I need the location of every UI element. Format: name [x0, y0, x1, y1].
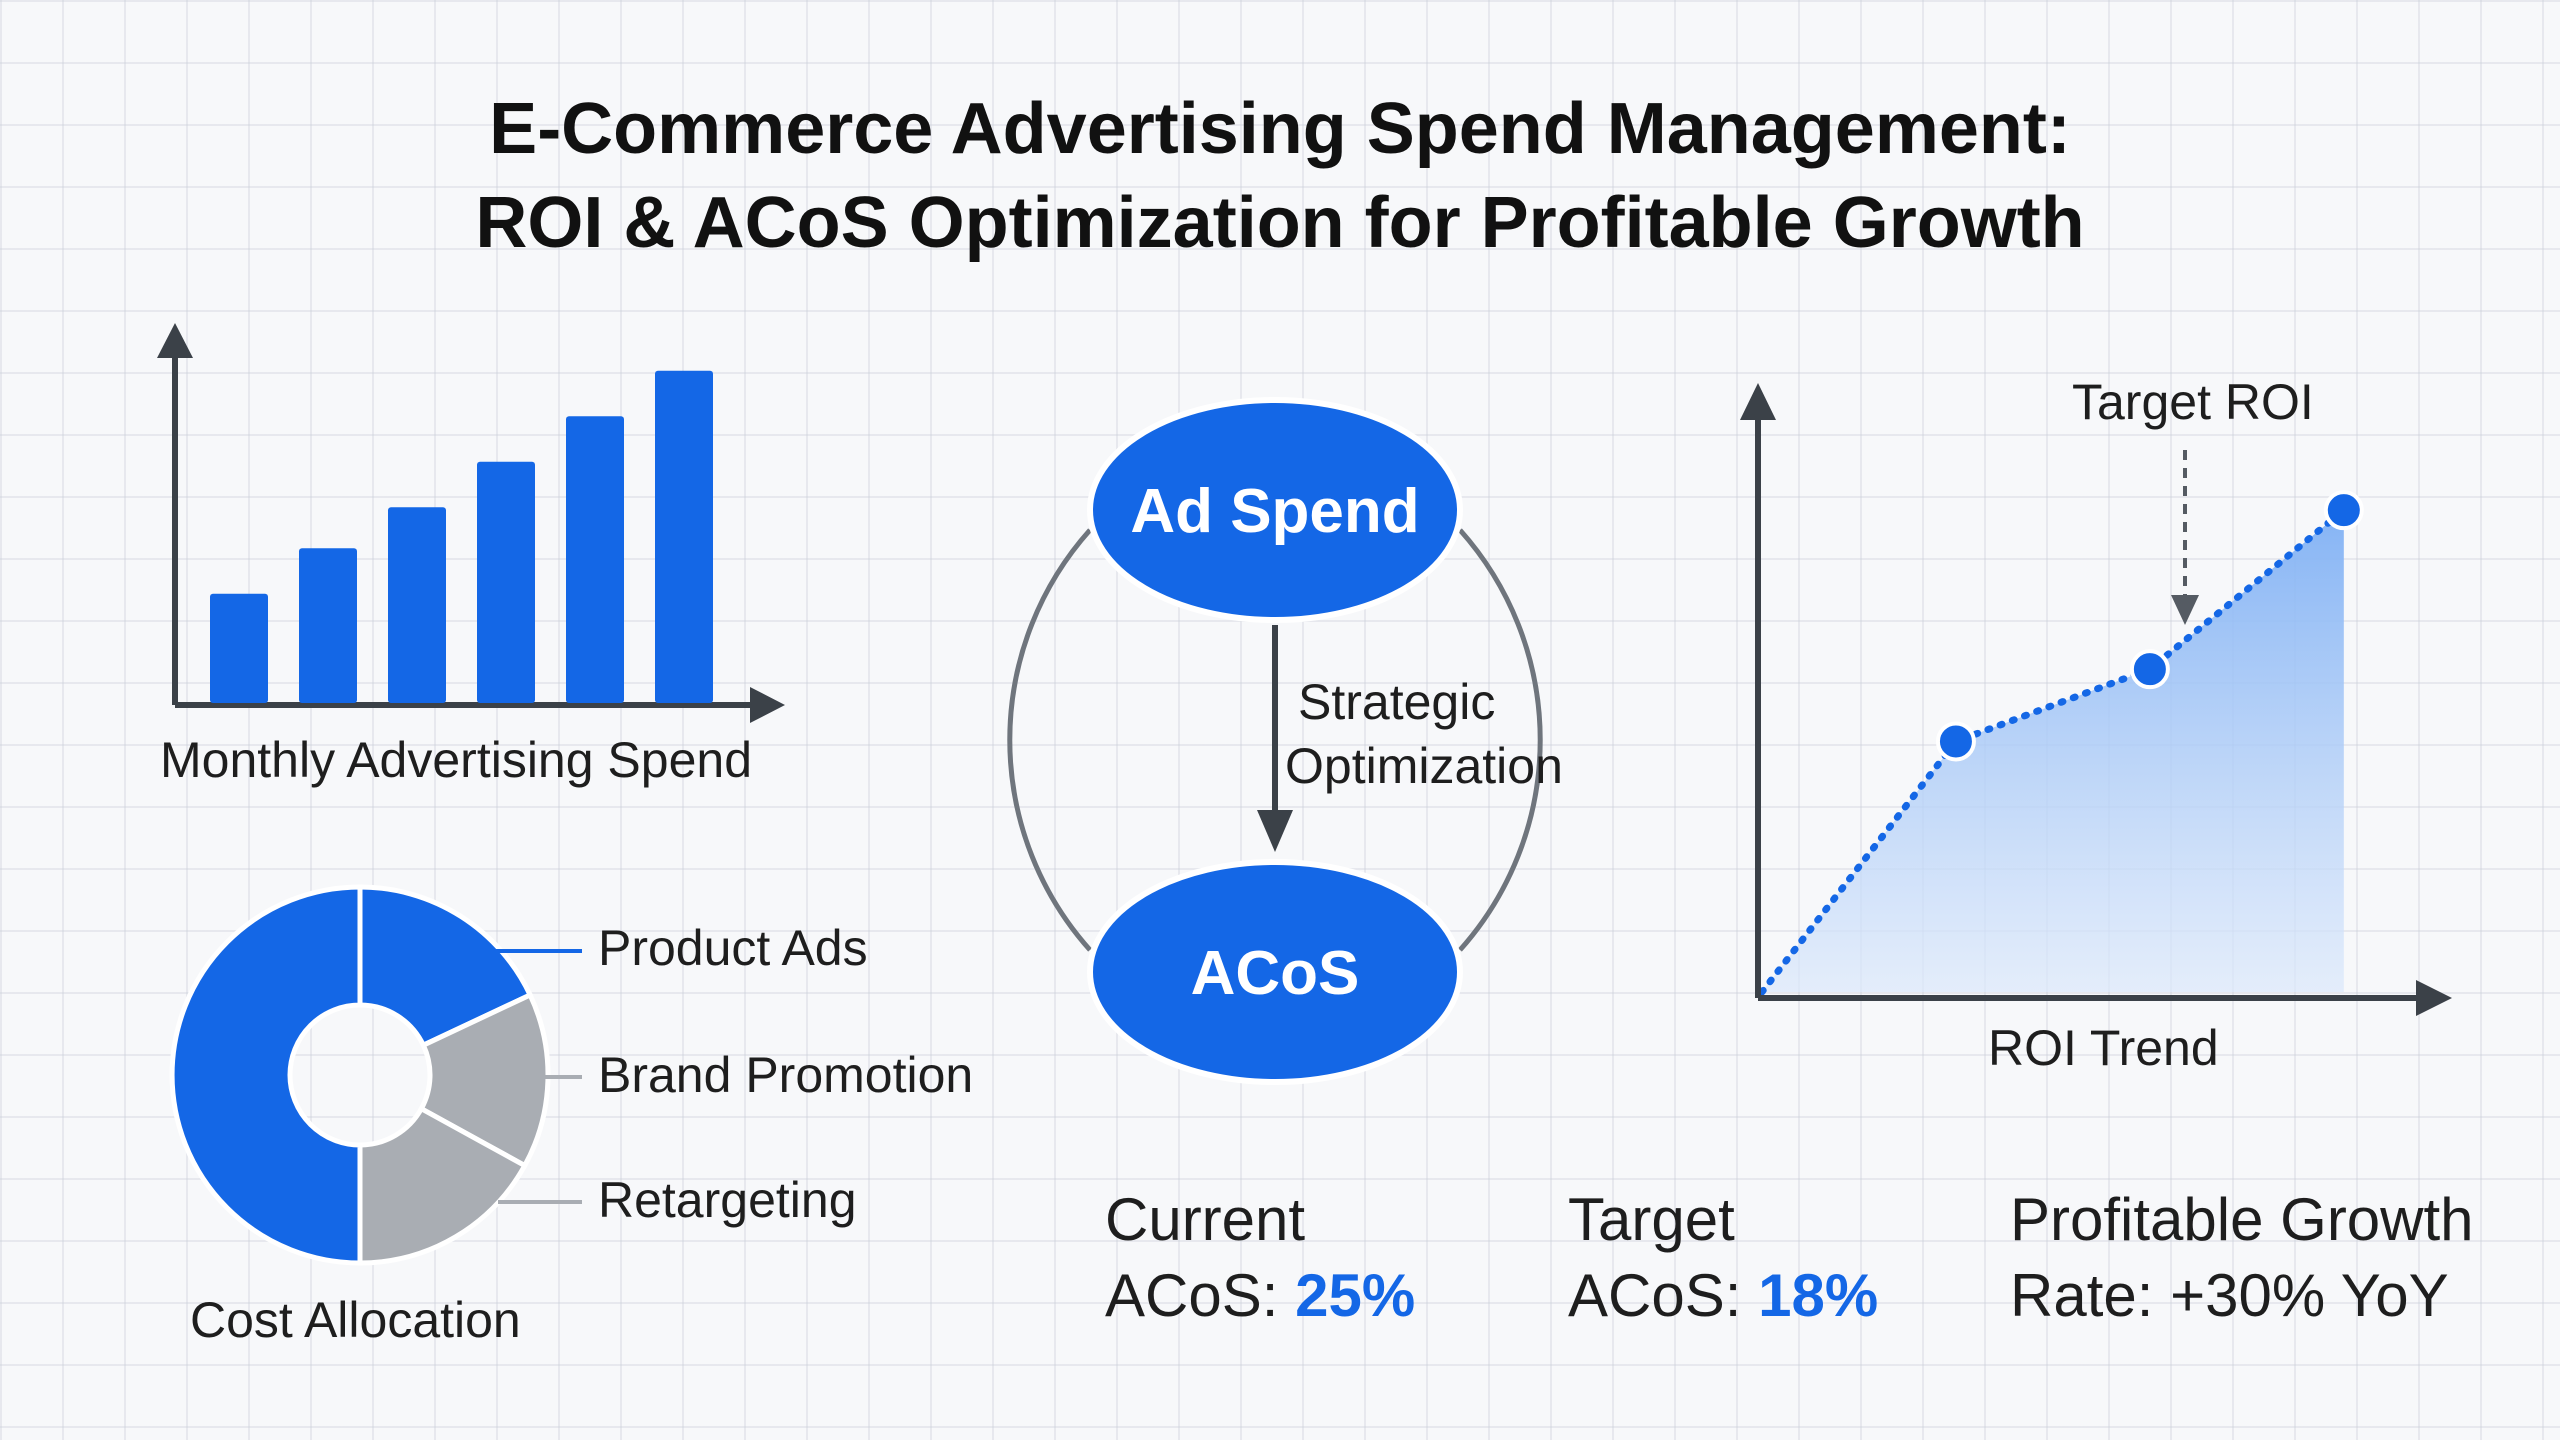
bar-2	[299, 548, 357, 703]
target-roi-pointer-head	[2171, 595, 2199, 625]
legend-brand-promotion: Brand Promotion	[598, 1047, 974, 1103]
current-acos-prefix: ACoS:	[1105, 1262, 1296, 1329]
donut-slice-product-ads	[357, 884, 534, 1049]
acos-node	[1087, 859, 1463, 1085]
acos-node-label: ACoS	[1191, 939, 1360, 1008]
ad-spend-node	[1087, 397, 1463, 623]
bar-1	[210, 593, 268, 703]
legend-product-ads: Product Ads	[598, 920, 868, 976]
bar-5	[566, 416, 624, 703]
monthly-spend-bar-chart	[157, 323, 785, 723]
current-acos-stat: Current ACoS: 25%	[1105, 1182, 1415, 1334]
donut-slice-retargeting	[357, 1105, 529, 1266]
optimization-cycle-diagram: Ad Spend ACoS	[1007, 397, 1543, 1085]
current-acos-heading: Current	[1105, 1186, 1306, 1253]
arrow-label-strategic: Strategic	[1298, 674, 1496, 730]
bar-chart-label: Monthly Advertising Spend	[160, 732, 753, 788]
growth-rate-value: Rate: +30% YoY	[2010, 1262, 2449, 1329]
cycle-arc-left	[1007, 528, 1092, 952]
bar-x-axis-arrow	[750, 687, 785, 723]
roi-point-3	[2323, 490, 2364, 531]
target-acos-value: 18%	[1758, 1262, 1879, 1329]
roi-x-axis-arrow	[2416, 980, 2452, 1016]
target-roi-annotation: Target ROI	[2072, 374, 2314, 430]
ad-spend-node-label: Ad Spend	[1130, 477, 1419, 546]
roi-line	[1758, 506, 2348, 996]
target-acos-heading: Target	[1568, 1186, 1735, 1253]
growth-rate-heading: Profitable Growth	[2010, 1186, 2474, 1253]
bar-y-axis-arrow	[157, 323, 193, 358]
target-acos-stat: Target ACoS: 18%	[1568, 1182, 1878, 1334]
bar-3	[388, 507, 446, 703]
page-title: E-Commerce Advertising Spend Management:…	[0, 82, 2560, 270]
donut-slice-brand-promotion	[417, 991, 551, 1169]
cost-allocation-donut-chart	[169, 884, 582, 1266]
bar-4	[477, 461, 535, 703]
title-line-2: ROI & ACoS Optimization for Profitable G…	[475, 183, 2085, 263]
optimization-arrow-head	[1257, 810, 1293, 852]
donut-slice-main	[169, 884, 363, 1266]
roi-point-1	[1935, 721, 1976, 762]
legend-retargeting: Retargeting	[598, 1172, 857, 1228]
donut-chart-label: Cost Allocation	[190, 1292, 521, 1348]
growth-rate-stat: Profitable Growth Rate: +30% YoY	[2010, 1182, 2474, 1334]
arrow-label-optimization: Optimization	[1285, 738, 1563, 794]
roi-y-axis-arrow	[1740, 383, 1776, 420]
current-acos-value: 25%	[1295, 1262, 1416, 1329]
cycle-arc-right	[1458, 528, 1543, 952]
target-acos-prefix: ACoS:	[1568, 1262, 1759, 1329]
roi-trend-chart	[1740, 383, 2452, 1016]
bar-6	[655, 370, 713, 703]
title-line-1: E-Commerce Advertising Spend Management:	[489, 89, 2071, 169]
bars	[210, 370, 713, 703]
roi-chart-label: ROI Trend	[1988, 1020, 2219, 1076]
roi-point-2	[2129, 649, 2170, 690]
